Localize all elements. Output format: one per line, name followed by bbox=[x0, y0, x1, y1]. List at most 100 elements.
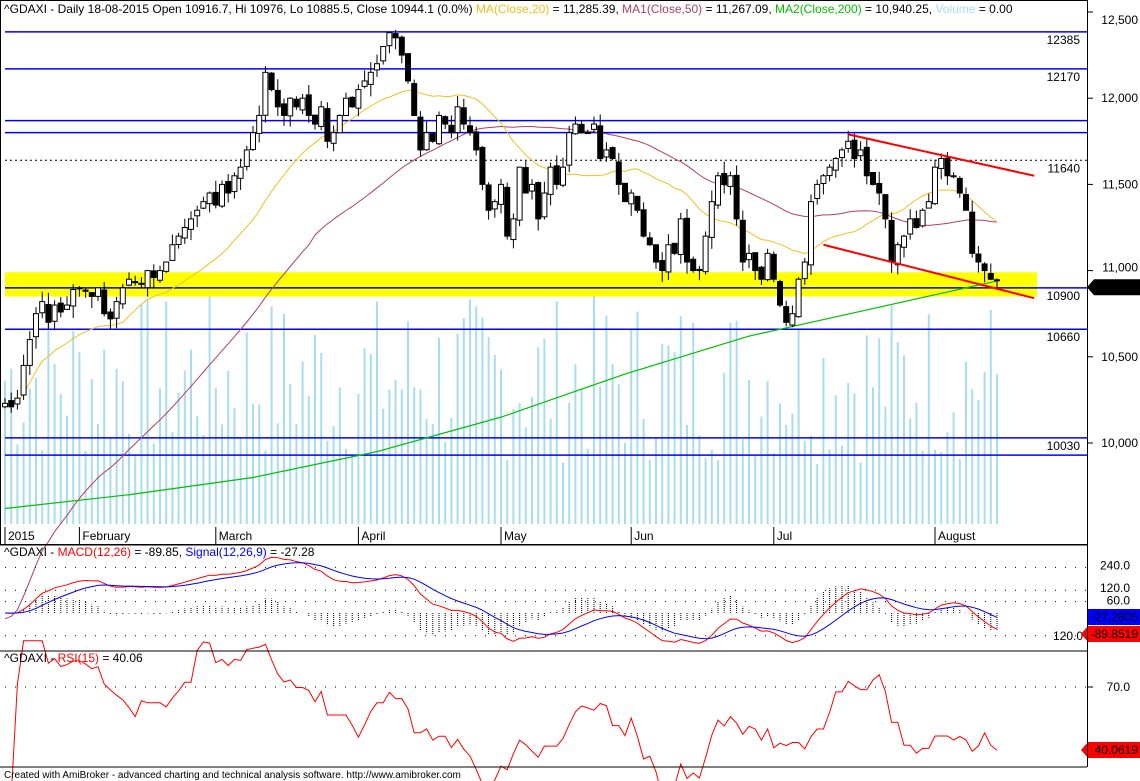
candle bbox=[950, 175, 957, 178]
candle bbox=[504, 186, 511, 237]
candle bbox=[380, 45, 387, 62]
x-tick-label: April bbox=[361, 529, 385, 543]
candle bbox=[888, 219, 895, 263]
candle bbox=[622, 182, 628, 203]
level-label: 11640 bbox=[1048, 161, 1081, 175]
candle bbox=[157, 270, 163, 281]
candle bbox=[367, 71, 374, 85]
candle bbox=[287, 97, 294, 117]
candle bbox=[349, 96, 356, 108]
candle bbox=[181, 227, 188, 239]
candle bbox=[200, 201, 207, 209]
candle bbox=[591, 123, 597, 130]
candle bbox=[2, 402, 8, 408]
candle bbox=[305, 94, 312, 116]
rsi-value-label: 40.0619 bbox=[1095, 743, 1139, 757]
candle bbox=[392, 33, 399, 39]
candle bbox=[541, 192, 548, 218]
y-tick-label: 10,000 bbox=[1101, 436, 1138, 450]
candle bbox=[882, 194, 889, 220]
candle bbox=[64, 304, 70, 310]
candle bbox=[901, 235, 907, 248]
candle bbox=[498, 183, 504, 205]
y-tick-label: 120.0 bbox=[1100, 581, 1130, 595]
candle bbox=[454, 106, 461, 134]
rsi-value-box bbox=[1081, 742, 1140, 758]
candle bbox=[708, 201, 715, 238]
support-band bbox=[5, 272, 1037, 297]
y-tick-label: 70.0 bbox=[1107, 680, 1131, 694]
candle bbox=[801, 261, 808, 280]
candle bbox=[758, 266, 765, 280]
candle bbox=[491, 201, 498, 210]
macd-value-box bbox=[1081, 626, 1140, 642]
candle bbox=[659, 260, 666, 272]
candle bbox=[473, 131, 480, 151]
candle bbox=[411, 83, 418, 116]
candle bbox=[981, 263, 988, 272]
candle bbox=[789, 313, 796, 326]
candle bbox=[646, 237, 653, 246]
candle bbox=[535, 182, 542, 220]
candle bbox=[566, 132, 573, 166]
candle bbox=[281, 103, 287, 116]
y-tick-label: 12,000 bbox=[1101, 91, 1138, 105]
candle bbox=[194, 209, 201, 217]
candle bbox=[467, 125, 473, 134]
candle bbox=[212, 191, 219, 206]
level-label: 10030 bbox=[1047, 439, 1081, 453]
candle bbox=[343, 97, 349, 117]
candle bbox=[355, 89, 362, 109]
level-label: 10660 bbox=[1047, 330, 1081, 344]
candle bbox=[330, 132, 337, 144]
candle bbox=[82, 289, 89, 292]
x-tick-label: Jul bbox=[777, 529, 792, 543]
candle bbox=[814, 183, 821, 200]
y-tick-label: 11,500 bbox=[1102, 177, 1138, 191]
candle bbox=[553, 165, 560, 185]
candle bbox=[597, 125, 604, 160]
candle bbox=[640, 209, 647, 237]
candle bbox=[529, 183, 535, 192]
footer-credit: Created with AmiBroker - advanced charti… bbox=[4, 770, 461, 781]
candle bbox=[51, 304, 58, 322]
candle bbox=[919, 209, 926, 227]
candle bbox=[770, 253, 777, 280]
candle bbox=[907, 218, 914, 235]
candle bbox=[845, 140, 852, 149]
candle bbox=[417, 116, 424, 151]
candle bbox=[150, 270, 157, 278]
candle bbox=[715, 175, 721, 206]
candle bbox=[584, 132, 591, 135]
candle bbox=[479, 146, 486, 185]
candle bbox=[256, 114, 263, 134]
candle bbox=[944, 157, 951, 177]
candle bbox=[975, 253, 982, 263]
candle bbox=[721, 173, 728, 185]
candle bbox=[863, 146, 870, 177]
x-tick-label: May bbox=[504, 529, 527, 543]
candle bbox=[894, 244, 901, 266]
candle bbox=[144, 270, 151, 289]
candle bbox=[733, 174, 740, 220]
x-tick-label: August bbox=[938, 529, 976, 543]
candle bbox=[832, 158, 839, 171]
candle bbox=[361, 80, 368, 87]
candle bbox=[956, 177, 963, 194]
candle bbox=[386, 32, 393, 47]
macd-line bbox=[4, 556, 998, 644]
trendline bbox=[847, 133, 1035, 177]
candle bbox=[225, 181, 232, 194]
candle bbox=[405, 53, 411, 82]
candle bbox=[119, 287, 126, 305]
rsi-header: ^GDAXI - RSI(15) = 40.06 bbox=[4, 651, 143, 665]
candle bbox=[485, 184, 492, 211]
candle bbox=[634, 195, 641, 211]
candle bbox=[963, 194, 969, 211]
trendline bbox=[823, 243, 1035, 300]
last-price-marker bbox=[1087, 279, 1140, 296]
candle bbox=[547, 166, 554, 195]
signal-value-box bbox=[1087, 609, 1140, 625]
candle bbox=[826, 166, 833, 177]
